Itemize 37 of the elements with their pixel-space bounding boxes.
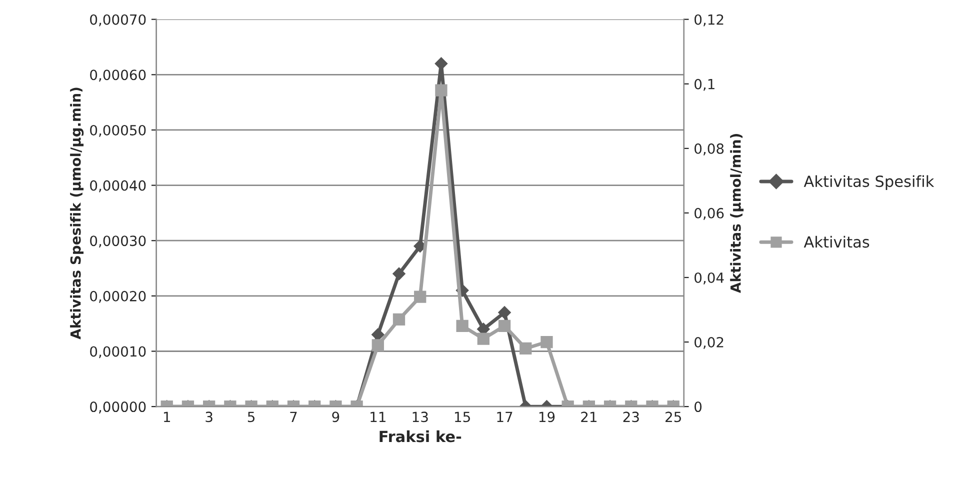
y2-tick-label: 0,04	[694, 272, 724, 284]
x-tick-label: 3	[206, 412, 212, 422]
y2-tick-label: 0,06	[694, 208, 724, 220]
x-tick-label: 7	[290, 412, 297, 422]
y-tick-label: 0,00000	[90, 402, 146, 414]
y-tick-label: 0,00060	[90, 70, 146, 82]
legend-label: Aktivitas Spesifik	[804, 175, 934, 190]
y2-tick-label: 0,1	[694, 78, 714, 91]
x-tick-label: 13	[412, 412, 428, 422]
x-tick-label: 9	[332, 412, 340, 422]
x-tick-label: 23	[623, 412, 639, 422]
x-tick-label: 1	[164, 412, 170, 422]
y-tick-label: 0,00070	[90, 14, 146, 26]
x-tick-label: 11	[370, 412, 386, 422]
point	[434, 57, 448, 70]
y2-tick-label: 0,02	[694, 336, 724, 349]
y-tick-label: 0,00010	[90, 346, 146, 358]
y2-tick-label: 0	[694, 402, 702, 412]
x-tick-label: 15	[455, 412, 470, 422]
legend-label: Aktivitas	[804, 236, 870, 248]
y-tick-label: 0,00040	[90, 180, 146, 192]
x-axis-title: Fraksi ke-	[380, 430, 462, 442]
y2-tick-label: 0,08	[694, 143, 724, 156]
point	[498, 306, 511, 319]
point	[392, 267, 406, 280]
x-tick-label: 19	[539, 412, 555, 422]
x-tick-label: 5	[248, 412, 254, 422]
y-tick-label: 0,00050	[90, 124, 146, 137]
x-tick-label: 21	[581, 412, 596, 422]
y-tick-label: 0,00020	[90, 290, 146, 303]
y-tick-label: 0,00030	[90, 236, 146, 248]
point	[371, 328, 384, 342]
y2-axis-title: Aktivitas (µmol/min)	[730, 134, 744, 293]
x-tick-label: 25	[666, 412, 681, 422]
x-tick-label: 17	[497, 412, 512, 422]
y2-tick-label: 0,12	[694, 14, 724, 26]
y-axis-title: Aktivitas Spesifik (µmol/µg.min)	[70, 88, 84, 340]
